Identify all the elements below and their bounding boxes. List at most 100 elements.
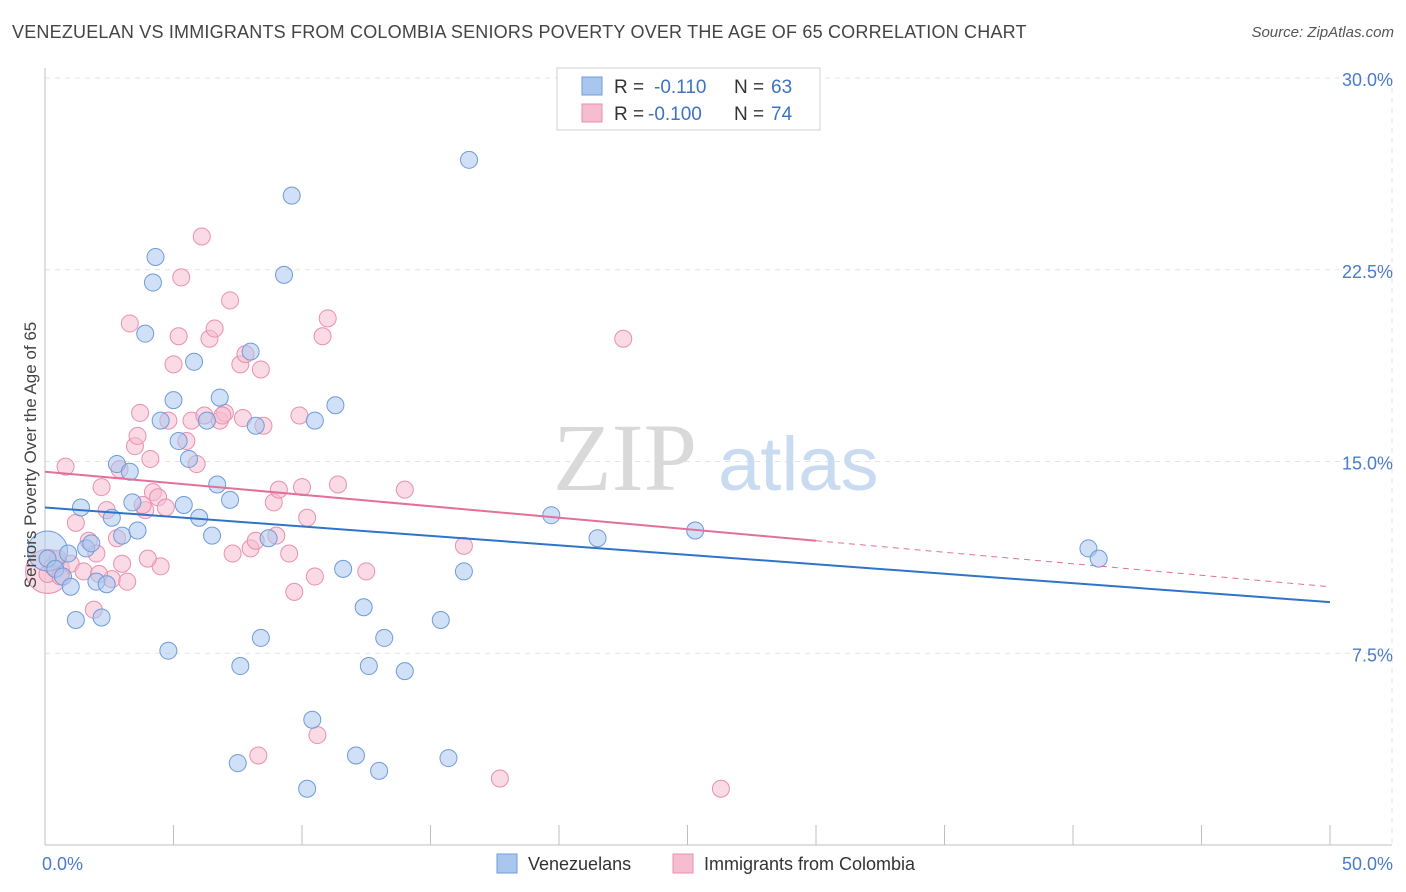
- data-point-colombia: [113, 554, 132, 573]
- bottom-legend-venezuelans: Venezuelans: [528, 854, 631, 874]
- y-tick-label: 7.5%: [1352, 645, 1393, 665]
- data-point-colombia: [269, 480, 288, 499]
- data-point-colombia: [328, 475, 347, 494]
- data-point-colombia: [249, 746, 268, 765]
- legend-swatch-venezuelans: [581, 76, 603, 96]
- data-point-colombia: [395, 480, 414, 499]
- series-venezuelans-points: [27, 150, 1108, 798]
- data-point-colombia: [213, 406, 232, 425]
- data-point-colombia: [141, 449, 160, 468]
- data-point-venezuelans: [174, 495, 193, 514]
- legend-r-value-1: -0.110: [654, 77, 706, 98]
- data-point-colombia: [164, 355, 183, 374]
- data-point-venezuelans: [395, 662, 414, 681]
- data-point-venezuelans: [169, 432, 188, 451]
- legend-n-label-1: N =: [734, 77, 764, 98]
- data-point-venezuelans: [61, 577, 80, 596]
- data-point-venezuelans: [221, 490, 240, 509]
- legend-n-label-2: N =: [734, 104, 764, 125]
- chart-title: VENEZUELAN VS IMMIGRANTS FROM COLOMBIA S…: [12, 22, 1027, 42]
- data-point-colombia: [313, 327, 332, 346]
- data-point-colombia: [120, 314, 139, 333]
- data-point-colombia: [711, 779, 730, 798]
- data-point-venezuelans: [159, 641, 178, 660]
- data-point-colombia: [223, 544, 242, 563]
- trend-line-colombia: [44, 470, 817, 542]
- data-point-colombia: [169, 327, 188, 346]
- y-tick-label: 30.0%: [1342, 70, 1393, 90]
- grid-lines: [45, 77, 1393, 845]
- data-point-venezuelans: [439, 749, 458, 768]
- data-point-colombia: [490, 769, 509, 788]
- data-point-venezuelans: [370, 761, 389, 780]
- data-point-colombia: [357, 562, 376, 581]
- x-tick-label: 50.0%: [1342, 854, 1393, 874]
- data-point-colombia: [305, 567, 324, 586]
- data-point-colombia: [156, 498, 175, 517]
- data-point-colombia: [138, 549, 157, 568]
- data-point-venezuelans: [151, 411, 170, 430]
- data-point-venezuelans: [179, 449, 198, 468]
- source-label: Source: ZipAtlas.com: [1251, 24, 1394, 41]
- legend-n-value-1: 63: [771, 77, 792, 98]
- watermark-atlas-text: atlas: [718, 422, 879, 507]
- y-tick-label: 22.5%: [1342, 262, 1393, 282]
- data-point-venezuelans: [203, 526, 222, 545]
- y-tick-label: 15.0%: [1342, 454, 1393, 474]
- data-point-colombia: [318, 309, 337, 328]
- data-point-venezuelans: [59, 544, 78, 563]
- data-point-venezuelans: [66, 611, 85, 630]
- data-point-colombia: [285, 582, 304, 601]
- data-point-venezuelans: [208, 475, 227, 494]
- data-point-venezuelans: [305, 411, 324, 430]
- data-point-venezuelans: [136, 324, 155, 343]
- data-point-colombia: [118, 572, 137, 591]
- data-point-colombia: [192, 227, 211, 246]
- tick-labels: 7.5% 15.0% 22.5% 30.0% 0.0% 50.0%: [42, 70, 1393, 874]
- data-point-venezuelans: [228, 754, 247, 773]
- data-point-colombia: [298, 508, 317, 527]
- data-point-venezuelans: [197, 411, 216, 430]
- data-point-venezuelans: [359, 657, 378, 676]
- data-point-venezuelans: [275, 265, 294, 284]
- legend-n-value-2: 74: [771, 104, 793, 125]
- data-point-colombia: [293, 478, 311, 497]
- data-point-venezuelans: [113, 526, 132, 545]
- data-point-venezuelans: [71, 498, 90, 517]
- data-point-venezuelans: [231, 657, 250, 676]
- data-point-colombia: [92, 478, 111, 497]
- data-point-venezuelans: [185, 352, 204, 371]
- data-point-venezuelans: [210, 388, 229, 407]
- data-point-venezuelans: [460, 150, 479, 169]
- data-point-venezuelans: [128, 521, 147, 540]
- data-point-venezuelans: [375, 628, 394, 647]
- data-point-venezuelans: [251, 628, 270, 647]
- data-point-venezuelans: [82, 534, 101, 553]
- data-point-colombia: [128, 426, 147, 445]
- series-colombia-points: [25, 227, 730, 798]
- data-point-venezuelans: [542, 506, 561, 525]
- legend-r-value-2: -0.100: [648, 104, 702, 125]
- data-point-colombia: [66, 513, 85, 532]
- y-axis-label: Seniors Poverty Over the Age of 65: [21, 322, 40, 588]
- data-point-venezuelans: [146, 247, 165, 266]
- data-point-venezuelans: [354, 598, 373, 617]
- data-point-colombia: [614, 329, 633, 348]
- trend-line-colombia-extension: [815, 540, 1331, 588]
- data-point-venezuelans: [303, 710, 322, 729]
- data-point-venezuelans: [282, 186, 301, 205]
- bottom-legend: Venezuelans Immigrants from Colombia: [496, 853, 916, 874]
- data-point-venezuelans: [454, 562, 473, 581]
- data-point-venezuelans: [334, 559, 353, 578]
- data-point-venezuelans: [588, 529, 607, 548]
- legend-box: R = -0.110 N = 63 R = -0.100 N = 74: [556, 67, 821, 131]
- data-point-colombia: [205, 319, 224, 338]
- data-point-venezuelans: [1089, 549, 1108, 568]
- data-point-colombia: [290, 406, 309, 425]
- data-point-venezuelans: [164, 391, 183, 410]
- data-point-colombia: [251, 360, 270, 379]
- watermark: ZIP atlas: [553, 404, 879, 511]
- legend-r-label-1: R =: [614, 77, 644, 98]
- x-tick-label: 0.0%: [42, 854, 83, 874]
